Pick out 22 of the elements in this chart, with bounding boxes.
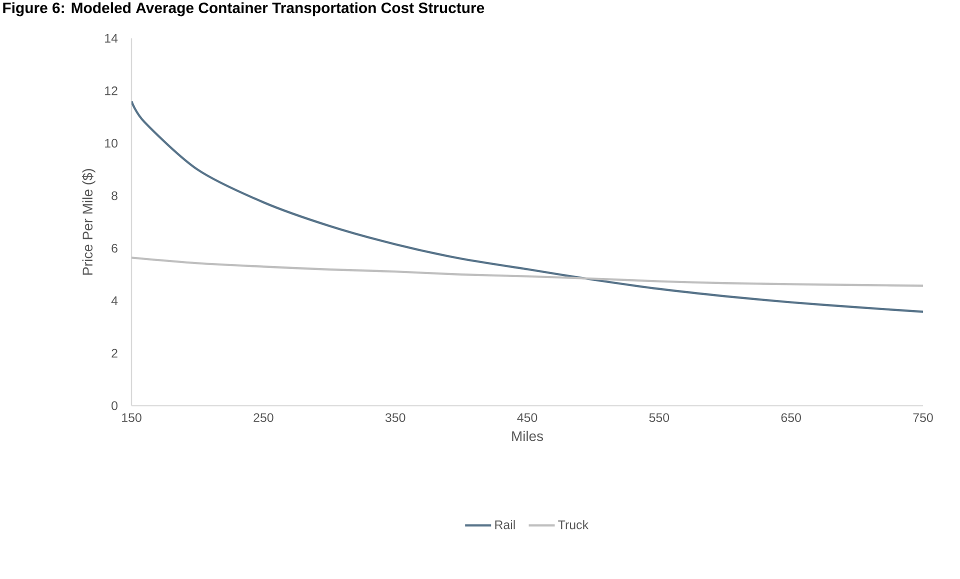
x-tick-label: 750 [913,413,933,422]
y-tick-label: 10 [105,138,118,148]
y-tick-label: 4 [111,296,118,305]
y-tick-label: 0 [112,401,118,410]
chart-title: Figure 6: Modeled Average Container Transportation Cost Structure [3,2,484,16]
legend-label: Truck [558,520,589,530]
x-tick-label: 250 [254,413,274,422]
y-tick-label: 12 [105,86,118,96]
y-tick-label: 2 [112,348,118,358]
x-tick-label: 450 [517,413,538,422]
y-tick-label: 14 [105,34,118,43]
x-tick-label: 550 [649,413,670,422]
line-series [132,100,924,313]
x-tick-label: 650 [781,413,801,422]
line-series [132,256,924,287]
y-axis-title: Price Per Mile ($) [82,169,96,275]
y-tick-label: 6 [112,244,118,253]
x-tick-label: 150 [122,413,142,422]
x-axis-title: Miles [512,430,544,442]
x-tick-label: 350 [385,413,406,422]
y-tick-label: 8 [112,191,118,200]
legend-label: Rail [495,520,515,530]
